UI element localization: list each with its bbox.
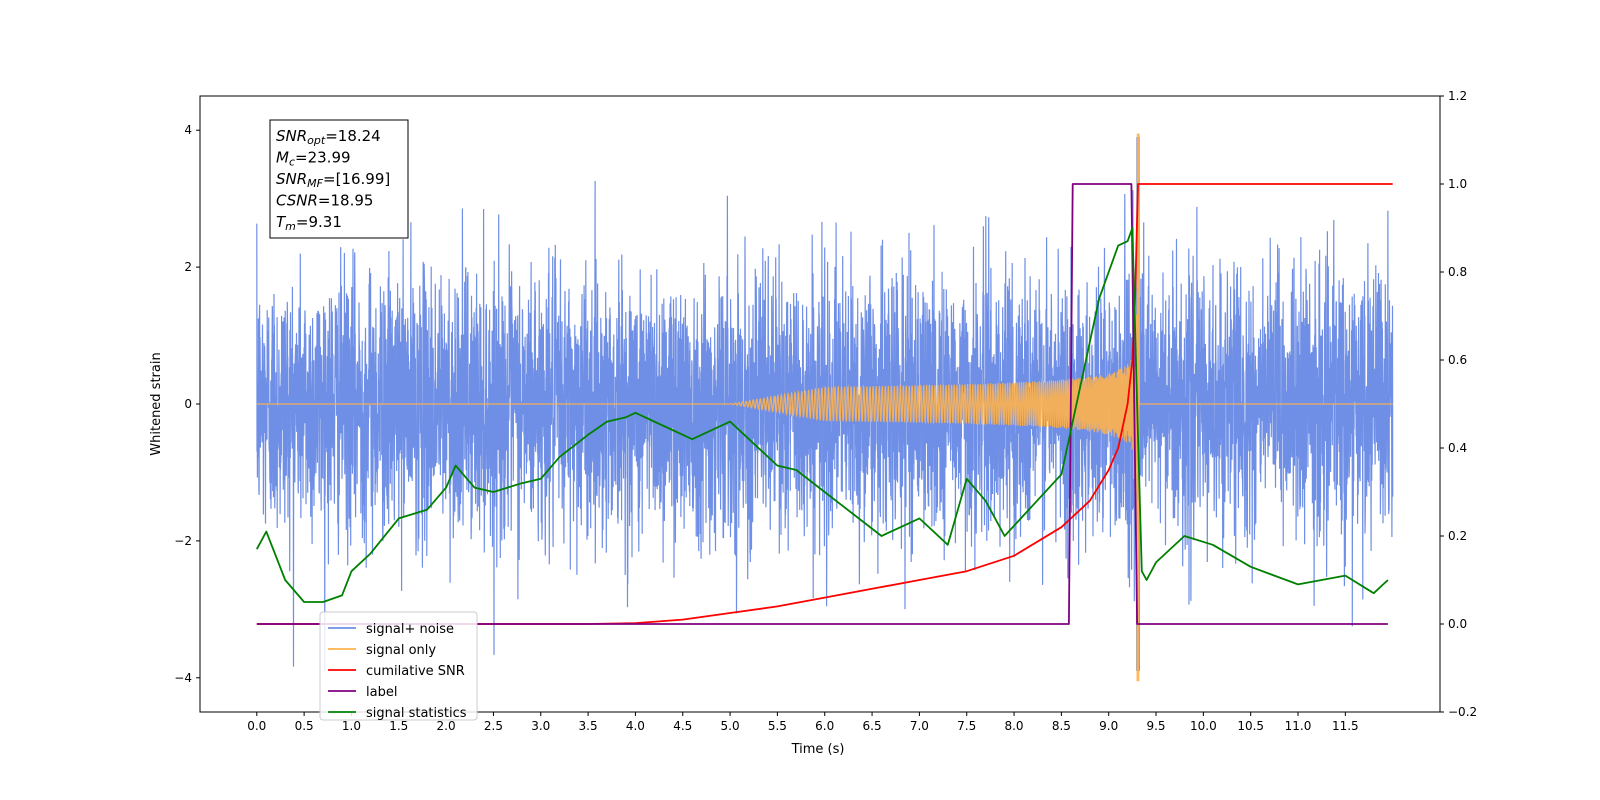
- x-tick-label: 0.0: [247, 719, 266, 733]
- y2-tick-label: 0.0: [1448, 617, 1467, 631]
- x-tick-label: 9.5: [1146, 719, 1165, 733]
- y2-tick-label: 1.2: [1448, 89, 1467, 103]
- legend-label: signal only: [366, 643, 436, 658]
- x-tick-label: 7.0: [910, 719, 929, 733]
- x-axis: 0.0 0.5 1.0 1.5 2.0 2.5 3.0 3.5 4.0 4.5 5.0 5.5 6.0 6…: [247, 712, 1359, 733]
- x-tick-label: 8.5: [1052, 719, 1071, 733]
- x-tick-label: 4.5: [673, 719, 692, 733]
- y-axis-right: −0.2 0.0 0.2 0.4 0.6 0.8 1.0 1.2: [1440, 89, 1477, 719]
- x-tick-label: 8.0: [1004, 719, 1023, 733]
- series-layer: [256, 133, 1394, 682]
- annotation-line: CSNR=18.95: [276, 192, 373, 210]
- x-tick-label: 10.5: [1237, 719, 1264, 733]
- y2-tick-label: 0.6: [1448, 353, 1467, 367]
- y2-tick-label: −0.2: [1448, 705, 1477, 719]
- x-tick-label: 6.0: [815, 719, 834, 733]
- series-signal-statistics-line: [256, 227, 1389, 603]
- y2-tick-label: 0.8: [1448, 265, 1467, 279]
- y-tick-label: 2: [184, 260, 192, 274]
- annotation-line: Mc=23.99: [276, 149, 351, 169]
- y-tick-label: −4: [174, 671, 192, 685]
- x-tick-label: 3.5: [579, 719, 598, 733]
- x-tick-label: 7.5: [957, 719, 976, 733]
- y2-tick-label: 0.2: [1448, 529, 1467, 543]
- annotation-line: Tm=9.31: [276, 213, 342, 233]
- x-tick-label: 2.5: [484, 719, 503, 733]
- annotation-line: SNRopt=18.24: [276, 127, 381, 147]
- x-tick-label: 2.0: [437, 719, 456, 733]
- series-label-line: [256, 183, 1388, 625]
- x-tick-label: 9.0: [1099, 719, 1118, 733]
- legend-label: signal statistics: [366, 706, 467, 721]
- y2-tick-label: 0.4: [1448, 441, 1467, 455]
- x-tick-label: 10.0: [1190, 719, 1217, 733]
- y-tick-label: 4: [184, 123, 192, 137]
- y-axis-label: Whitened strain: [149, 352, 164, 455]
- x-tick-label: 1.5: [389, 719, 408, 733]
- series-cumulative-snr-line: [256, 183, 1393, 625]
- y2-tick-label: 1.0: [1448, 177, 1467, 191]
- legend-label: signal+ noise: [366, 622, 454, 637]
- x-tick-label: 4.0: [626, 719, 645, 733]
- series-signal-only-line: [256, 133, 1393, 682]
- x-tick-label: 5.0: [721, 719, 740, 733]
- legend-label: label: [366, 685, 397, 700]
- y-tick-label: −2: [174, 534, 192, 548]
- x-tick-label: 1.0: [342, 719, 361, 733]
- annotation-line: SNRMF=[16.99]: [276, 170, 390, 190]
- legend: signal+ noise signal only cumilative SNR la…: [319, 611, 478, 721]
- x-tick-label: 5.5: [768, 719, 787, 733]
- x-tick-label: 11.5: [1332, 719, 1359, 733]
- x-tick-label: 0.5: [295, 719, 314, 733]
- x-tick-label: 11.0: [1285, 719, 1312, 733]
- x-tick-label: 3.0: [531, 719, 550, 733]
- x-tick-label: 6.5: [863, 719, 882, 733]
- legend-label: cumilative SNR: [366, 664, 465, 679]
- series-signal-noise-line: [256, 137, 1394, 671]
- x-axis-label: Time (s): [791, 742, 845, 757]
- y-tick-label: 0: [184, 397, 192, 411]
- y-axis-left: −4 −2 0 2 4: [174, 123, 200, 685]
